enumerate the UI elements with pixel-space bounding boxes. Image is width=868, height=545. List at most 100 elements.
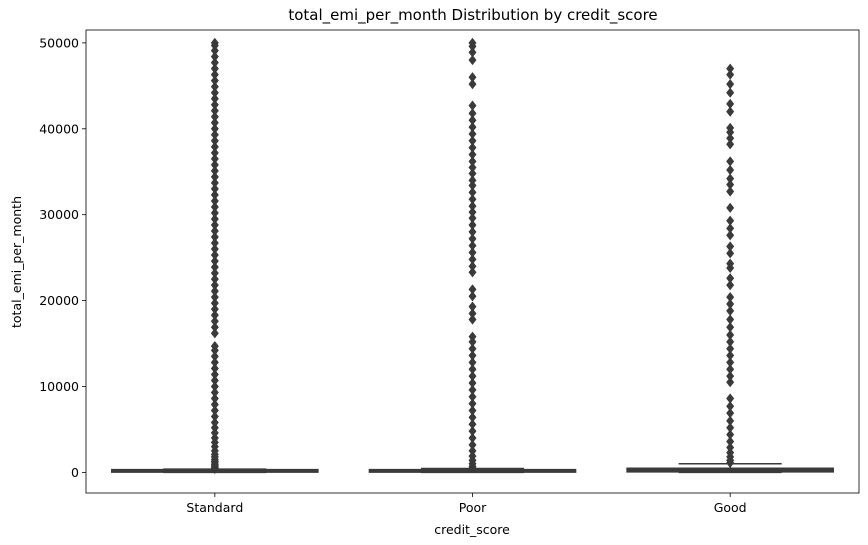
outlier-point bbox=[210, 69, 219, 80]
outlier-point bbox=[210, 231, 219, 243]
outlier-point bbox=[210, 117, 219, 128]
outlier-point bbox=[468, 267, 477, 278]
outlier-point bbox=[210, 75, 219, 86]
outlier-point bbox=[726, 223, 735, 234]
outlier-point bbox=[468, 343, 477, 354]
outlier-point bbox=[726, 241, 735, 252]
outlier-point bbox=[726, 79, 735, 90]
outlier-point bbox=[210, 411, 219, 422]
x-axis-label: credit_score bbox=[434, 522, 510, 537]
outlier-point bbox=[726, 447, 735, 458]
outlier-point bbox=[726, 357, 735, 368]
outlier-point bbox=[210, 405, 219, 416]
outlier-point bbox=[210, 87, 219, 98]
outlier-point bbox=[726, 436, 735, 447]
y-tick-label: 20000 bbox=[39, 293, 79, 308]
y-tick-label: 30000 bbox=[39, 207, 79, 222]
outlier-point bbox=[210, 189, 219, 201]
outlier-point bbox=[468, 187, 477, 198]
outlier-point bbox=[468, 121, 477, 133]
outlier-point bbox=[210, 292, 219, 303]
outlier-point bbox=[210, 363, 219, 374]
outlier-point bbox=[210, 147, 219, 158]
outlier-point bbox=[210, 432, 219, 444]
outlier-point bbox=[726, 371, 735, 382]
outlier-point bbox=[210, 225, 219, 237]
outlier-point bbox=[726, 215, 735, 226]
outlier-point bbox=[210, 105, 219, 116]
outlier-point bbox=[210, 369, 219, 380]
outlier-point bbox=[726, 305, 735, 316]
outlier-point bbox=[210, 422, 219, 433]
outlier-point bbox=[726, 329, 735, 341]
outlier-point bbox=[210, 195, 219, 207]
outlier-point bbox=[726, 280, 735, 291]
outlier-point bbox=[210, 328, 219, 339]
outlier-point bbox=[210, 381, 219, 392]
outlier-point bbox=[210, 141, 219, 152]
outlier-point bbox=[726, 350, 735, 361]
outlier-point bbox=[210, 310, 219, 321]
outlier-point bbox=[726, 273, 735, 284]
outlier-point bbox=[726, 133, 735, 144]
outlier-point bbox=[468, 79, 477, 90]
outlier-point bbox=[210, 177, 219, 188]
outlier-point bbox=[210, 322, 219, 333]
outlier-point bbox=[468, 175, 477, 186]
outlier-point bbox=[210, 207, 219, 219]
outlier-point bbox=[468, 357, 477, 368]
outlier-point bbox=[468, 37, 477, 48]
outlier-point bbox=[468, 207, 477, 218]
outlier-point bbox=[726, 179, 735, 190]
outlier-point bbox=[210, 219, 219, 231]
outlier-point bbox=[210, 286, 219, 297]
outlier-point bbox=[210, 45, 219, 56]
outlier-point bbox=[726, 164, 735, 176]
outlier-point bbox=[726, 429, 735, 440]
outlier-point bbox=[210, 37, 219, 48]
outlier-point bbox=[726, 186, 735, 197]
outlier-point bbox=[468, 156, 477, 167]
outlier-point bbox=[468, 149, 477, 160]
outlier-point bbox=[726, 336, 735, 347]
outlier-point bbox=[210, 261, 219, 273]
outlier-point bbox=[468, 291, 477, 302]
outlier-point bbox=[726, 364, 735, 375]
outlier-point bbox=[468, 219, 477, 231]
outlier-point bbox=[210, 63, 219, 74]
outlier-point bbox=[468, 398, 477, 409]
outlier-point bbox=[210, 51, 219, 62]
outlier-point bbox=[210, 351, 219, 362]
outlier-point bbox=[468, 47, 477, 58]
outlier-point bbox=[210, 123, 219, 134]
outlier-point bbox=[468, 254, 477, 265]
outlier-point bbox=[468, 162, 477, 173]
outlier-point bbox=[468, 377, 477, 389]
outlier-point bbox=[210, 375, 219, 386]
outlier-point bbox=[726, 442, 735, 453]
outlier-point bbox=[726, 98, 735, 109]
y-tick-label: 50000 bbox=[39, 35, 79, 50]
x-tick-label: Good bbox=[714, 500, 747, 515]
outlier-point bbox=[210, 399, 219, 410]
outlier-point bbox=[726, 230, 735, 241]
outlier-point bbox=[210, 93, 219, 104]
outlier-point bbox=[726, 314, 735, 325]
outlier-point bbox=[210, 243, 219, 255]
outlier-point bbox=[468, 371, 477, 382]
outlier-point bbox=[468, 168, 477, 179]
outlier-point bbox=[210, 249, 219, 261]
outlier-point bbox=[210, 171, 219, 182]
x-tick-label: Poor bbox=[459, 500, 487, 515]
outlier-point bbox=[468, 384, 477, 396]
box-plots bbox=[111, 37, 834, 475]
outlier-point bbox=[468, 439, 477, 450]
outlier-point bbox=[468, 391, 477, 402]
outlier-point bbox=[726, 156, 735, 167]
outlier-point bbox=[726, 415, 735, 426]
outlier-point bbox=[468, 284, 477, 295]
y-tick-label: 40000 bbox=[39, 121, 79, 136]
outlier-point bbox=[468, 405, 477, 416]
outlier-point bbox=[210, 153, 219, 164]
